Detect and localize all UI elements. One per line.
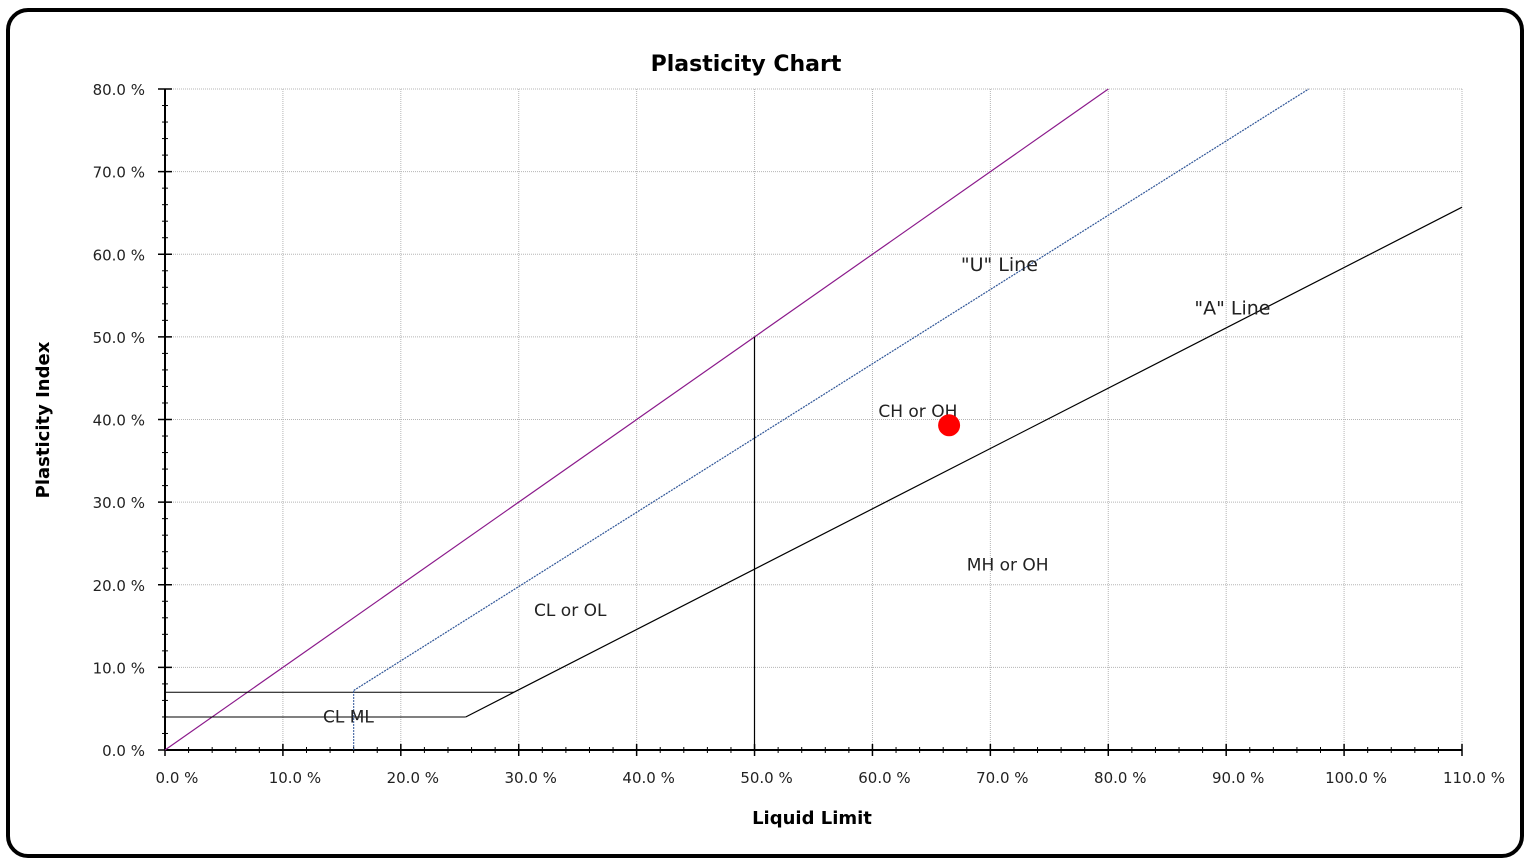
y-tick-label: 10.0 % [93,659,145,677]
x-tick-label: 10.0 % [269,769,321,787]
x-tick-label: 0.0 % [156,769,199,787]
x-tick-label: 90.0 % [1212,769,1264,787]
y-tick-label: 50.0 % [93,329,145,347]
y-tick-label: 30.0 % [93,494,145,512]
y-tick-label: 40.0 % [93,412,145,430]
x-tick-label: 80.0 % [1094,769,1146,787]
y-tick-label: 70.0 % [93,164,145,182]
x-tick-label: 70.0 % [976,769,1028,787]
x-tick-label: 60.0 % [858,769,910,787]
data-points [938,414,961,437]
grid [165,88,1463,750]
y-tick-label: 80.0 % [93,81,145,99]
annotation-label: "A" Line [1194,298,1270,320]
a-line-line [465,206,1463,718]
data-point [938,414,961,437]
u-line-line [353,88,1310,692]
x-tick-label: 110.0 % [1443,769,1505,787]
series-lines [164,88,1463,751]
annotation-label: "U" Line [961,254,1038,276]
y-tick-label: 20.0 % [93,577,145,595]
y-tick-label: 0.0 % [102,742,145,760]
upper-bound-line [164,88,1109,751]
annotations: "U" Line "A" Line CH or OH MH or OH CL or OL… [323,254,1270,728]
y-axis-title: Plasticity Index [33,341,54,498]
x-tick-label: 30.0 % [505,769,557,787]
annotation-label: MH or OH [967,556,1049,576]
annotation-label: CL or OL [534,601,607,621]
x-tick-label: 40.0 % [622,769,674,787]
annotation-label: CL ML [323,708,374,728]
x-axis-title: Liquid Limit [752,808,872,829]
y-tick-label: 60.0 % [93,246,145,264]
tick-labels: 0.0 % 10.0 % 20.0 % 30.0 % 40.0 % 50.0 % 60.0 … [93,81,1505,787]
x-tick-label: 100.0 % [1325,769,1387,787]
annotation-label: CH or OH [878,402,957,422]
axes [158,88,1463,756]
x-tick-label: 20.0 % [387,769,439,787]
chart-frame [6,8,1524,858]
x-tick-label: 50.0 % [740,769,792,787]
chart-title: Plasticity Chart [651,52,842,77]
